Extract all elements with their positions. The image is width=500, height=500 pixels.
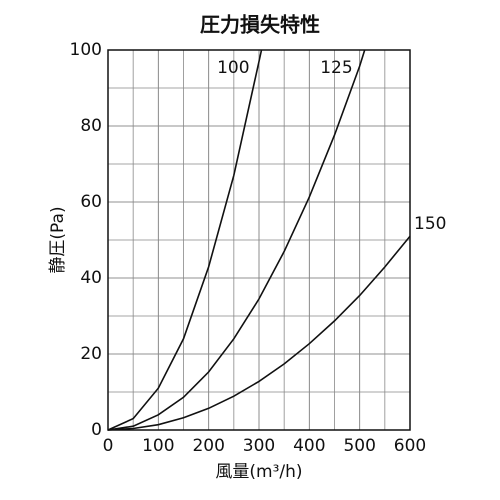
y-axis-label: 静圧(Pa) [48,206,68,273]
y-tick-label: 80 [80,116,102,136]
x-tick-label: 100 [142,436,174,456]
x-tick-label: 300 [243,436,275,456]
series-label: 125 [320,58,352,78]
chart-title: 圧力損失特性 [200,13,320,37]
series-label: 150 [414,214,446,234]
curve [107,49,263,431]
y-tick-label: 0 [91,420,102,440]
x-tick-label: 500 [343,436,375,456]
y-tick-label: 100 [70,40,102,60]
y-tick-label: 20 [80,344,102,364]
x-axis-label: 風量(m³/h) [215,462,302,482]
series-label: 100 [217,58,249,78]
curve [107,235,411,431]
x-tick-label: 600 [394,436,426,456]
x-tick-label: 0 [103,436,114,456]
x-tick-label: 200 [192,436,224,456]
y-tick-label: 40 [80,268,102,288]
x-tick-label: 400 [293,436,325,456]
curve [107,49,366,431]
plot-frame [107,49,411,431]
y-tick-label: 60 [80,192,102,212]
